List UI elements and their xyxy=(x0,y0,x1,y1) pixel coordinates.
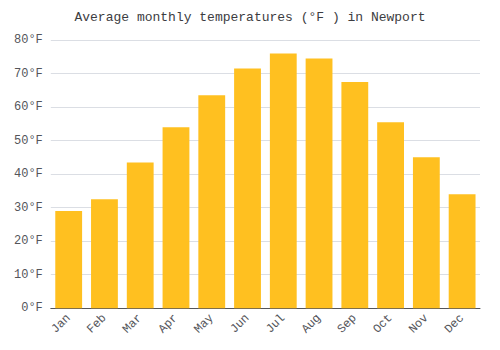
svg-text:60°F: 60°F xyxy=(14,100,43,114)
svg-text:Aug: Aug xyxy=(299,311,324,336)
svg-text:Jan: Jan xyxy=(48,311,73,336)
svg-text:Jun: Jun xyxy=(227,311,252,336)
svg-text:Dec: Dec xyxy=(442,311,467,336)
svg-text:80°F: 80°F xyxy=(14,33,43,47)
svg-text:Feb: Feb xyxy=(84,311,109,336)
svg-text:Average monthly temperatures (: Average monthly temperatures (°F ) in Ne… xyxy=(74,10,425,25)
svg-text:40°F: 40°F xyxy=(14,167,43,181)
svg-text:Mar: Mar xyxy=(120,311,145,336)
svg-text:0°F: 0°F xyxy=(21,301,43,315)
svg-text:10°F: 10°F xyxy=(14,268,43,282)
svg-text:Nov: Nov xyxy=(406,311,431,336)
svg-text:May: May xyxy=(192,311,217,336)
svg-text:50°F: 50°F xyxy=(14,134,43,148)
svg-text:Oct: Oct xyxy=(370,311,395,336)
svg-text:Sep: Sep xyxy=(335,311,360,336)
svg-text:70°F: 70°F xyxy=(14,67,43,81)
svg-text:Apr: Apr xyxy=(156,311,181,336)
svg-text:30°F: 30°F xyxy=(14,201,43,215)
svg-text:Jul: Jul xyxy=(263,311,288,336)
svg-text:20°F: 20°F xyxy=(14,234,43,248)
